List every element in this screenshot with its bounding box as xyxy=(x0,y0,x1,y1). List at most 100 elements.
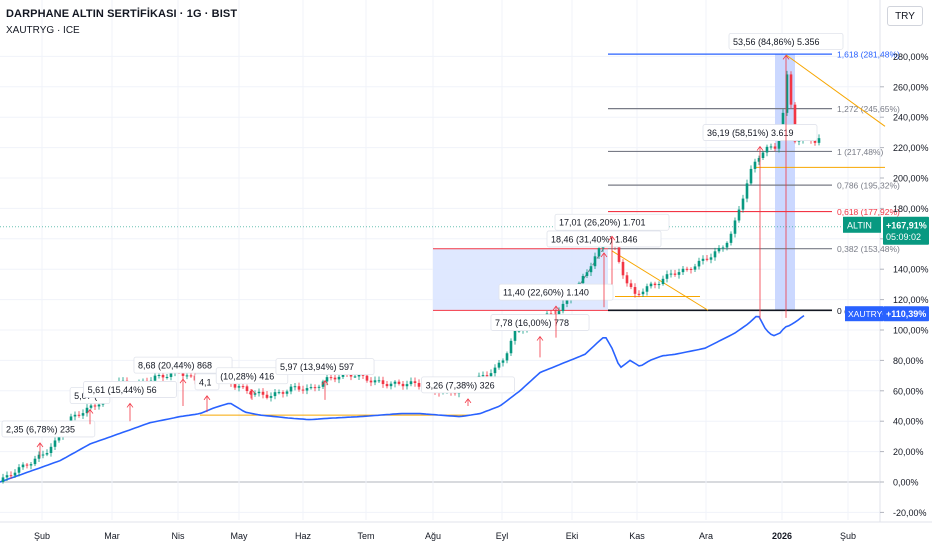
candle-body xyxy=(369,380,373,383)
candle-body xyxy=(353,376,357,378)
candle-body xyxy=(593,256,597,267)
candle-body xyxy=(633,287,637,294)
candle-body xyxy=(1,477,5,482)
candle-body xyxy=(317,386,321,388)
annotation-box xyxy=(215,367,289,385)
candle-body xyxy=(325,377,329,382)
annotation-box xyxy=(702,124,818,141)
candle-body xyxy=(153,375,157,381)
candle-body xyxy=(281,392,285,394)
candle-body xyxy=(765,146,769,153)
candle-body xyxy=(649,283,653,287)
x-axis-tick-label: Nis xyxy=(172,531,185,541)
x-axis-tick-label: Tem xyxy=(357,531,374,541)
annotation-arrow xyxy=(248,389,256,394)
candle-body xyxy=(589,266,593,273)
candle-body xyxy=(45,453,49,455)
candle-body xyxy=(181,372,185,376)
candle-body xyxy=(665,274,669,279)
candle-body xyxy=(813,140,817,143)
candle-body xyxy=(773,146,777,149)
candle-body xyxy=(705,258,709,260)
y-axis-tick-label: 120,00% xyxy=(893,295,929,305)
annotation-box xyxy=(421,376,515,394)
candle-body xyxy=(273,392,277,397)
fib-level-label: 0,618 (177,92%) xyxy=(837,207,900,217)
candle-body xyxy=(73,414,77,417)
annotation-label: (10,28%) 416 xyxy=(220,371,274,381)
annotation-arrow xyxy=(600,252,608,258)
annotation-arrow xyxy=(782,54,790,60)
candle-body xyxy=(585,272,589,276)
candle-body xyxy=(565,299,569,304)
series-tag-xautryg-name: XAUTRYG xyxy=(848,309,889,319)
x-axis-tick-label: May xyxy=(230,531,248,541)
candle-body xyxy=(757,157,761,162)
candle-body xyxy=(157,375,161,377)
candle-body xyxy=(741,198,745,210)
candle-body xyxy=(717,247,721,252)
x-axis-tick-label: Ağu xyxy=(425,531,441,541)
candle-body xyxy=(261,391,265,395)
candle-body xyxy=(497,362,501,368)
candle-body xyxy=(305,388,309,391)
fib-level-label: 1,618 (281,48%) xyxy=(837,50,900,60)
countdown-timer: 05:09:02 xyxy=(886,232,921,242)
candle-body xyxy=(713,251,717,258)
annotation-arrow xyxy=(179,378,187,384)
x-axis-tick-label: 2026 xyxy=(772,531,792,541)
candle-body xyxy=(57,436,61,441)
candle-body xyxy=(517,330,521,332)
series-tag-altin xyxy=(843,216,881,233)
candle-body xyxy=(749,168,753,184)
annotation-arrow xyxy=(536,335,544,341)
annotation-label: 17,01 (26,20%) 1.701 xyxy=(559,218,646,228)
candle-body xyxy=(33,458,37,465)
candle-body xyxy=(409,381,413,385)
candle-body xyxy=(29,464,33,466)
candle-body xyxy=(333,377,337,380)
series-tag-altin-name: ALTIN xyxy=(847,220,872,230)
candle-body xyxy=(269,396,273,398)
annotation-box xyxy=(728,32,844,50)
candle-body xyxy=(685,268,689,270)
annotation-label: 3,26 (7,38%) 326 xyxy=(426,380,495,390)
annotation-box xyxy=(1,420,96,438)
candle-body xyxy=(677,272,681,275)
annotation-box xyxy=(83,381,177,398)
y-axis-tick-label: 80,00% xyxy=(893,356,924,366)
candle-body xyxy=(313,387,317,389)
candle-body xyxy=(9,475,13,477)
candle-body xyxy=(329,377,333,379)
currency-button[interactable]: TRY xyxy=(887,6,923,26)
candle-body xyxy=(85,407,89,414)
candle-body xyxy=(21,464,25,468)
x-axis-tick-label: Haz xyxy=(295,531,312,541)
candle-body xyxy=(49,446,53,454)
fib-level-label: 1 (217,48%) xyxy=(837,147,883,157)
candle-body xyxy=(513,330,517,341)
annotation-label: 5,61 (15,44%) 56 xyxy=(88,385,157,395)
candle-body xyxy=(645,286,649,292)
projection-dash-line xyxy=(574,238,611,293)
y-axis-tick-label: 200,00% xyxy=(893,174,929,184)
candle-body xyxy=(245,386,249,391)
fib-level-label: 1,272 (245,65%) xyxy=(837,104,900,114)
annotation-arrow xyxy=(608,235,616,241)
candle-body xyxy=(365,375,369,381)
y-axis-tick-label: 220,00% xyxy=(893,143,929,153)
annotation-arrow xyxy=(552,305,560,311)
y-axis-tick-label: 60,00% xyxy=(893,386,924,396)
fib-level-label: 0,786 (195,32%) xyxy=(837,181,900,191)
candle-body xyxy=(697,260,701,267)
candle-body xyxy=(161,375,165,378)
x-axis-tick-label: Şub xyxy=(840,531,856,541)
candle-body xyxy=(233,383,237,388)
y-axis-tick-label: 180,00% xyxy=(893,204,929,214)
candle-body xyxy=(169,372,173,377)
annotation-label: 5,97 (13,94%) 597 xyxy=(280,362,354,372)
candle-body xyxy=(417,382,421,387)
x-axis-tick-label: Mar xyxy=(104,531,120,541)
candle-body xyxy=(41,454,45,456)
